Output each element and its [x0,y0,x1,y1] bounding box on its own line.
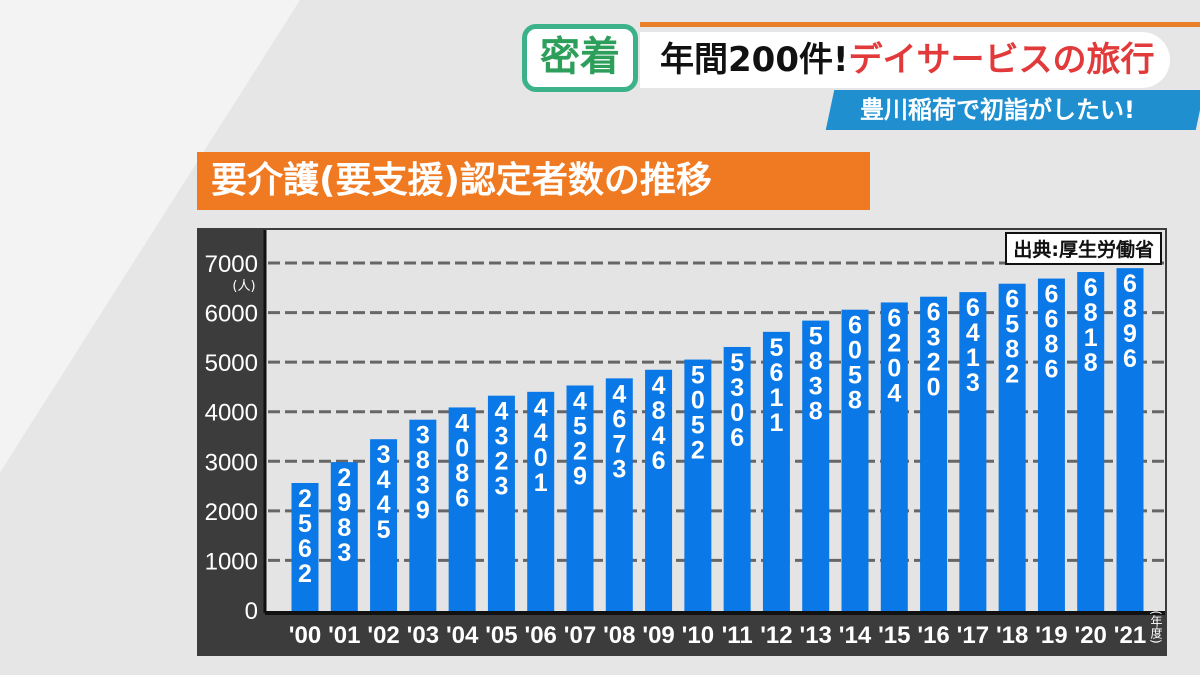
y-axis-unit: (人) [232,279,255,294]
chart-title: 要介護(要支援)認定者数の推移 [197,152,870,210]
bar [1077,272,1105,613]
x-tick-label: '00 [289,622,321,649]
bar [527,391,555,613]
bar [487,395,515,613]
bar [605,378,633,613]
bar [1037,278,1065,613]
y-tick-label: 5000 [205,350,258,377]
y-tick-label: 0 [245,598,258,625]
x-tick-label: '05 [485,622,517,649]
x-tick-label: '11 [722,622,753,649]
x-tick-label: '14 [839,622,872,649]
bar [370,439,398,613]
x-tick-label: '03 [407,622,439,649]
x-tick-label: '08 [603,622,635,649]
y-tick-label: 1000 [205,548,258,575]
x-tick-label: '02 [367,622,399,649]
bar [684,359,712,613]
y-tick-label: 2000 [205,499,258,526]
bar [998,283,1026,613]
x-tick-label: '18 [996,622,1028,649]
bar [920,296,948,613]
bar [723,346,751,613]
y-tick-label: 7000 [205,251,258,278]
y-tick-label: 6000 [205,301,258,328]
x-tick-label: '06 [525,622,557,649]
bar [645,369,673,613]
x-tick-label: '13 [800,622,832,649]
headline: 年間200件!デイサービスの旅行 [640,32,1170,88]
bar [448,407,476,613]
bar [959,292,987,613]
source-label: 出典:厚生労働省 [1005,232,1162,265]
x-tick-label: '19 [1035,622,1067,649]
bar [566,385,594,613]
headline-red: デイサービスの旅行 [848,40,1155,80]
x-tick-label: '16 [917,622,949,649]
bar [330,462,358,613]
headline-black: 年間200件! [660,40,849,80]
x-tick-label: '20 [1075,622,1107,649]
x-tick-label: '21 [1114,622,1146,649]
y-tick-label: 3000 [205,449,258,476]
bar [841,309,869,613]
x-axis-unit: (年度) [1149,610,1163,643]
bar [802,320,830,613]
x-tick-label: '15 [878,622,910,649]
x-tick-label: '04 [446,622,479,649]
bar [291,482,319,613]
bar [762,331,790,613]
header-accent-line [640,22,1200,27]
x-tick-label: '12 [760,622,792,649]
y-tick-label: 4000 [205,400,258,427]
x-tick-label: '17 [957,622,989,649]
x-tick-label: '07 [564,622,596,649]
bar [880,302,908,613]
bar [1116,268,1144,613]
program-logo: 密着 [522,24,638,92]
bar [409,419,437,613]
x-tick-label: '09 [642,622,674,649]
x-tick-label: '10 [682,622,714,649]
x-tick-label: '01 [328,622,360,649]
